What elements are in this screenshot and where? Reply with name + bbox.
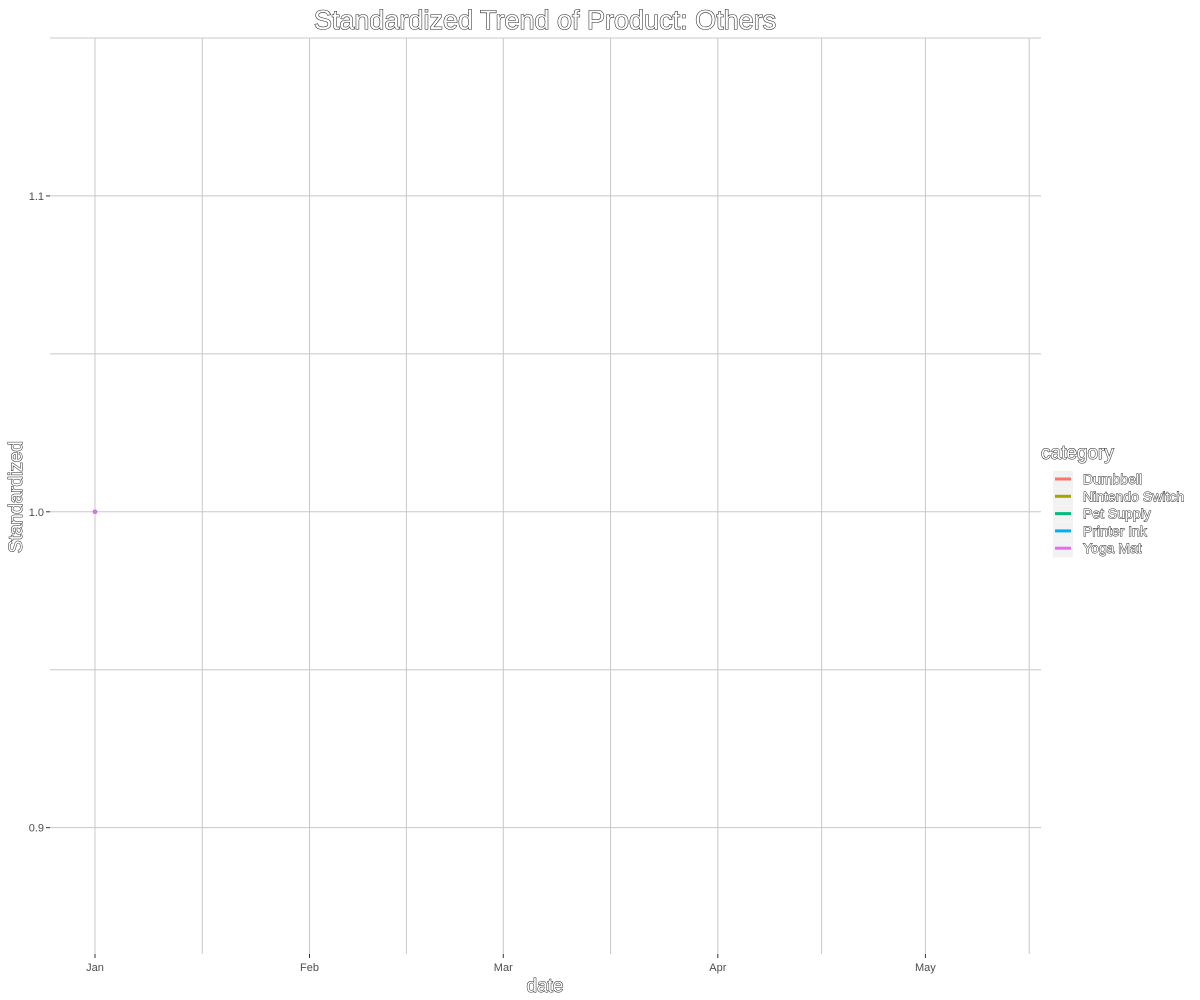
x-tick-label: Mar <box>494 962 513 974</box>
x-tick-label: Apr <box>709 962 726 974</box>
legend-label: Nintendo Switch <box>1083 488 1184 504</box>
x-tick-label: May <box>915 962 936 974</box>
x-tick-label: Feb <box>300 962 319 974</box>
legend-label: Pet Supply <box>1083 506 1151 522</box>
axis-ticks: 0.9 1.0 1.1 Jan Feb Mar Apr May <box>29 191 937 974</box>
legend-label: Dumbbell <box>1083 471 1142 487</box>
legend-title: category <box>1041 443 1114 464</box>
data-marks <box>92 509 98 514</box>
legend-label: Printer Ink <box>1083 523 1148 539</box>
x-tick-label: Jan <box>86 962 104 974</box>
x-axis-title: date <box>527 976 564 997</box>
chart-title: Standardized Trend of Product: Others <box>314 5 776 35</box>
grid <box>50 37 1041 954</box>
data-point <box>92 509 98 514</box>
y-tick-label: 0.9 <box>29 823 44 835</box>
legend-label: Yoga Mat <box>1083 540 1142 556</box>
y-tick-label: 1.1 <box>29 191 44 203</box>
y-axis-title: Standardized <box>6 441 27 553</box>
y-tick-label: 1.0 <box>29 507 44 519</box>
